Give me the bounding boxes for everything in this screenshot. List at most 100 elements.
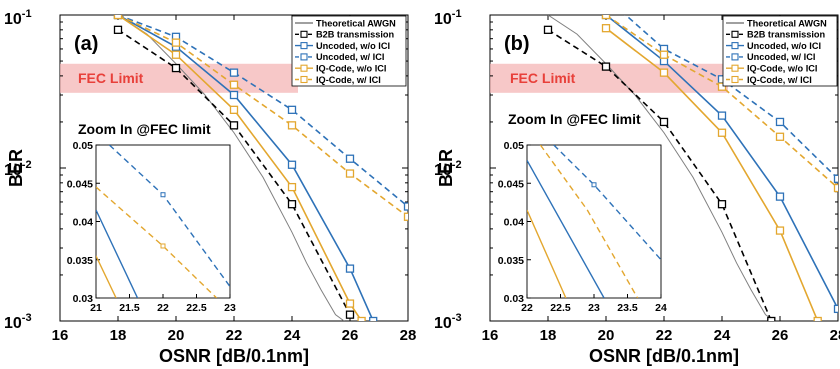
legend-marker [731,75,739,84]
inset-x-tick-label: 22 [521,302,533,314]
inset-data-point [160,192,166,198]
y-axis-title: BER [436,149,456,187]
x-tick-label: 18 [110,327,127,344]
legend-entry: IQ-Code, w/o ICI [747,64,817,74]
legend-marker [731,30,739,38]
data-point [171,38,181,47]
data-point [403,202,408,211]
legend-marker [731,53,739,61]
x-tick-label: 26 [342,327,359,344]
inset-x-tick-label: 22.5 [186,302,207,314]
data-point [171,50,181,59]
data-point [601,15,611,20]
data-point [345,169,355,178]
inset-y-tick-label: 0.05 [73,140,94,152]
data-point [287,121,297,130]
data-point [775,132,785,141]
legend-entry: Uncoded, w/ ICI [747,52,815,62]
x-axis-title: OSNR [dB/0.1nm] [159,346,309,366]
data-point [287,182,297,192]
data-point [813,316,822,321]
data-point [775,192,785,201]
data-point [833,174,838,183]
inset-y-tick-label: 0.05 [504,140,525,152]
legend-entry: IQ-Code, w/ ICI [747,75,812,85]
series-line [117,15,408,218]
x-tick-label: 26 [772,327,789,344]
zoom-label: Zoom In @FEC limit [78,121,211,137]
y-axis-title: BER [6,149,26,187]
inset-x-tick-label: 23 [224,302,236,314]
legend-entry: Uncoded, w/o ICI [747,41,821,51]
data-point [717,200,727,209]
data-point [229,105,239,114]
data-point [229,80,239,89]
data-point [229,90,239,100]
fec-limit-label: FEC Limit [510,70,576,86]
legend-box [291,15,407,87]
x-tick-label: 24 [714,327,731,344]
inset-y-tick-label: 0.045 [498,178,524,190]
panel-label: (a) [74,33,98,55]
legend-entry: Uncoded, w/o ICI [316,41,390,51]
inset-y-tick-label: 0.045 [67,178,93,190]
data-point [767,316,776,321]
data-point [601,24,611,33]
legend-entry: IQ-Code, w/o ICI [316,64,386,74]
inset-frame [95,144,231,299]
legend-marker [731,42,739,50]
legend-marker [300,30,308,38]
data-point [833,183,838,193]
y-tick-exp-bottom: 10-3 [434,312,462,332]
inset-series-group [96,145,230,298]
y-tick-exp-bottom: 10-3 [4,312,32,332]
data-point [369,316,378,321]
x-tick-label: 28 [830,327,840,344]
fec-limit-label: FEC Limit [78,70,144,86]
legend-marker [300,64,308,72]
inset-data-point [591,182,597,188]
y-tick-exp-mid: 10-2 [4,159,32,179]
data-point [345,154,355,163]
series-group [543,15,838,321]
data-point [229,121,239,130]
data-point [287,105,297,114]
panel-a-marks: FEC Limit 16 18 20 22 24 26 28 Theoretical AWGN B… [52,14,417,344]
x-tick-label: 28 [400,327,417,344]
inset-y-tick-label: 0.035 [67,255,93,267]
data-point [357,316,366,321]
x-tick-label: 18 [540,327,557,344]
data-point [287,200,297,209]
inset-y-tick-label: 0.03 [73,293,94,305]
legend-marker [300,42,308,50]
inset-x-tick-label: 22.5 [550,302,571,314]
data-point [775,117,785,127]
y-tick-exp-base-top: 10-1 [4,8,32,28]
data-point [229,68,239,77]
data-point [403,212,408,221]
series-line [547,29,773,321]
inset-x-tick-label: 22 [157,302,169,314]
data-point [345,264,355,273]
inset-x-tick-label: 23.5 [617,302,638,314]
panel-label: (b) [504,33,530,55]
series-line [117,15,374,321]
inset-series-line [527,209,567,298]
inset-y-tick-label: 0.035 [498,255,524,267]
series-group [113,15,408,321]
series-line [117,15,345,321]
data-point [171,63,181,73]
x-tick-label: 22 [656,327,673,344]
inset-x-tick-label: 23 [588,302,600,314]
x-tick-label: 16 [52,327,69,344]
data-point [775,226,785,235]
inset-x-tick-label: 24 [655,302,667,314]
y-tick-exp-mid: 10-2 [434,159,462,179]
legend-entry: B2B transmission [747,30,826,40]
data-point [659,50,669,59]
x-tick-label: 20 [168,327,185,344]
panel-b: (b) Zoom In @FEC limit OSNR [dB/0.1nm] B… [434,8,839,366]
inset-series-line [527,159,605,298]
x-tick-label: 20 [598,327,615,344]
